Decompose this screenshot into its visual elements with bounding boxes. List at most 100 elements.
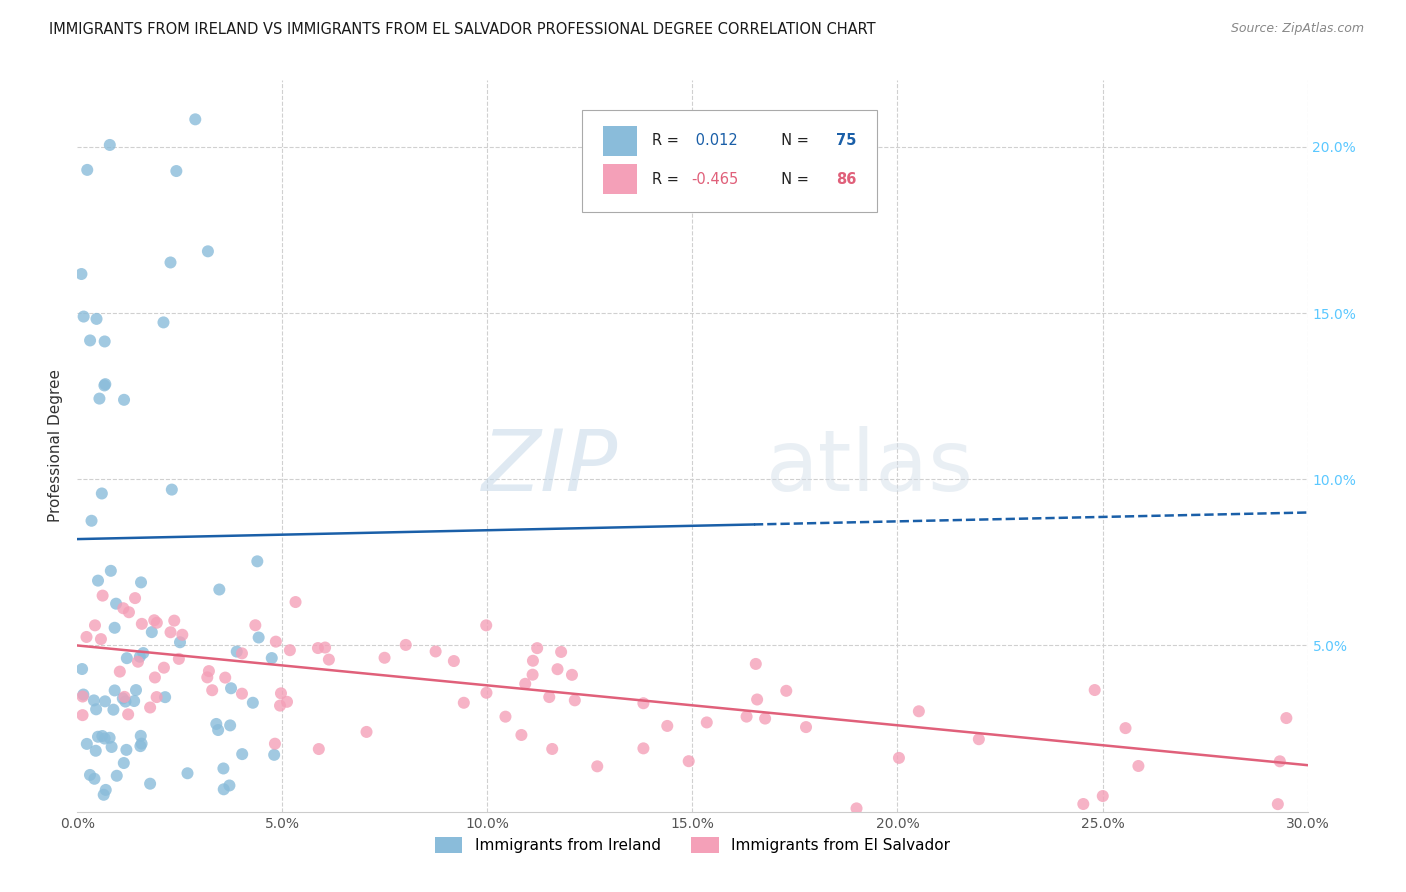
Point <box>122 694 145 708</box>
Point <box>104 683 127 698</box>
Point <box>218 779 240 793</box>
Point <box>510 728 533 742</box>
Point <box>633 741 655 756</box>
Point <box>72 688 94 702</box>
Point <box>242 696 264 710</box>
Point <box>264 737 287 751</box>
Point <box>208 582 231 597</box>
Point <box>160 483 183 497</box>
Point <box>205 717 228 731</box>
FancyBboxPatch shape <box>582 110 877 212</box>
Text: IMMIGRANTS FROM IRELAND VS IMMIGRANTS FROM EL SALVADOR PROFESSIONAL DEGREE CORRE: IMMIGRANTS FROM IRELAND VS IMMIGRANTS FR… <box>49 22 876 37</box>
Point <box>153 690 176 705</box>
Point <box>165 164 187 178</box>
Point <box>70 267 93 281</box>
Point <box>84 618 107 632</box>
Point <box>443 654 465 668</box>
Point <box>76 630 98 644</box>
Point <box>657 719 679 733</box>
Point <box>278 643 301 657</box>
Point <box>129 739 152 753</box>
Point <box>76 162 98 177</box>
Point <box>307 641 329 656</box>
Point <box>270 686 292 700</box>
Point <box>103 703 125 717</box>
Point <box>225 644 247 658</box>
Point <box>105 597 128 611</box>
Point <box>91 729 114 743</box>
Point <box>112 601 135 615</box>
Point <box>276 695 298 709</box>
Point <box>550 645 572 659</box>
Point <box>139 777 162 791</box>
Point <box>93 731 115 746</box>
Point <box>967 732 990 747</box>
Point <box>395 638 418 652</box>
Point <box>143 613 166 627</box>
Point <box>72 310 94 324</box>
Point <box>94 377 117 392</box>
Point <box>100 564 122 578</box>
Point <box>541 742 564 756</box>
Point <box>356 725 378 739</box>
Point <box>87 730 110 744</box>
Point <box>247 631 270 645</box>
Point <box>425 644 447 658</box>
Point <box>231 687 253 701</box>
Point <box>114 695 136 709</box>
Point <box>117 707 139 722</box>
Point <box>231 646 253 660</box>
Point <box>845 801 868 815</box>
Point <box>1128 759 1150 773</box>
Text: Source: ZipAtlas.com: Source: ZipAtlas.com <box>1230 22 1364 36</box>
Point <box>87 574 110 588</box>
Point <box>1084 683 1107 698</box>
Point <box>1091 789 1114 803</box>
Point <box>129 729 152 743</box>
Point <box>143 670 166 684</box>
Point <box>1071 797 1094 811</box>
Point <box>564 693 586 707</box>
Point <box>245 618 267 632</box>
Point <box>475 618 498 632</box>
Point <box>83 772 105 786</box>
Point <box>100 739 122 754</box>
Point <box>231 747 253 761</box>
Point <box>207 723 229 737</box>
Point <box>263 747 285 762</box>
Point <box>163 614 186 628</box>
Point <box>269 698 291 713</box>
Point <box>94 783 117 797</box>
Point <box>284 595 307 609</box>
Point <box>84 702 107 716</box>
Text: -0.465: -0.465 <box>692 171 738 186</box>
Point <box>131 616 153 631</box>
Point <box>152 315 174 329</box>
Point <box>198 664 221 678</box>
Point <box>314 640 336 655</box>
Point <box>184 112 207 127</box>
Point <box>176 766 198 780</box>
Point <box>115 651 138 665</box>
Point <box>475 686 498 700</box>
Point <box>72 690 94 704</box>
Point <box>139 700 162 714</box>
Point <box>146 615 169 630</box>
Point <box>93 788 115 802</box>
Point <box>105 769 128 783</box>
Point <box>219 681 242 696</box>
Text: atlas: atlas <box>766 426 974 509</box>
Point <box>104 621 127 635</box>
Point <box>125 683 148 698</box>
Point <box>1275 711 1298 725</box>
Point <box>167 652 190 666</box>
Point <box>219 718 242 732</box>
Point <box>111 691 134 706</box>
Point <box>118 605 141 619</box>
Point <box>495 709 517 723</box>
Point <box>887 751 910 765</box>
Point <box>79 768 101 782</box>
Point <box>129 575 152 590</box>
Point <box>141 625 163 640</box>
Point <box>124 591 146 606</box>
